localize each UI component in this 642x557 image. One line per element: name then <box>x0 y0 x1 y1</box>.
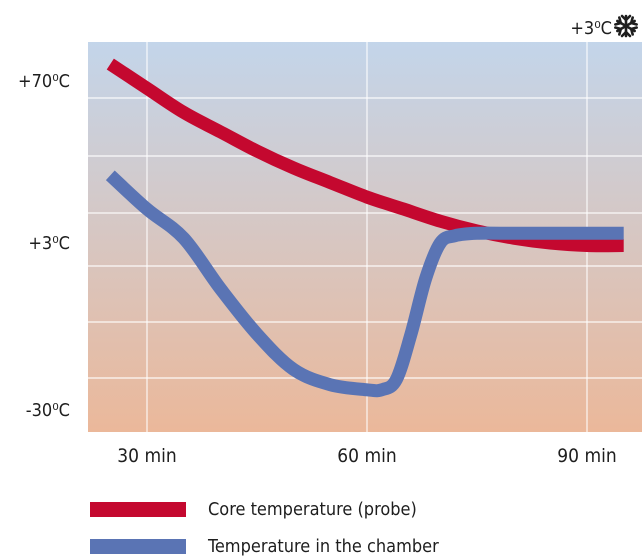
x-tick-label: 60 min <box>337 445 396 467</box>
legend-item-chamber: Temperature in the chamber <box>90 535 439 557</box>
y-tick-label: -30⁰C <box>26 400 70 421</box>
legend-swatch-core <box>90 501 186 517</box>
corner-label: +3⁰C <box>570 18 612 39</box>
legend-label-chamber: Temperature in the chamber <box>208 535 439 557</box>
x-tick-label: 30 min <box>117 445 176 467</box>
series-line-chamber-temperature <box>105 170 624 398</box>
snowflake-icon <box>614 14 638 38</box>
grid <box>88 42 642 432</box>
series-line-core-temperature <box>106 58 624 253</box>
y-tick-label: +3⁰C <box>28 233 70 254</box>
y-tick-label: +70⁰C <box>18 71 70 92</box>
y-axis-labels: +70⁰C +3⁰C -30⁰C <box>18 71 70 421</box>
x-tick-label: 90 min <box>557 445 616 467</box>
legend-label-core: Core temperature (probe) <box>208 498 417 520</box>
legend-item-core: Core temperature (probe) <box>90 498 417 520</box>
x-axis-labels: 30 min 60 min 90 min <box>117 445 616 467</box>
legend-swatch-chamber <box>90 538 186 554</box>
series-lines <box>105 58 624 398</box>
